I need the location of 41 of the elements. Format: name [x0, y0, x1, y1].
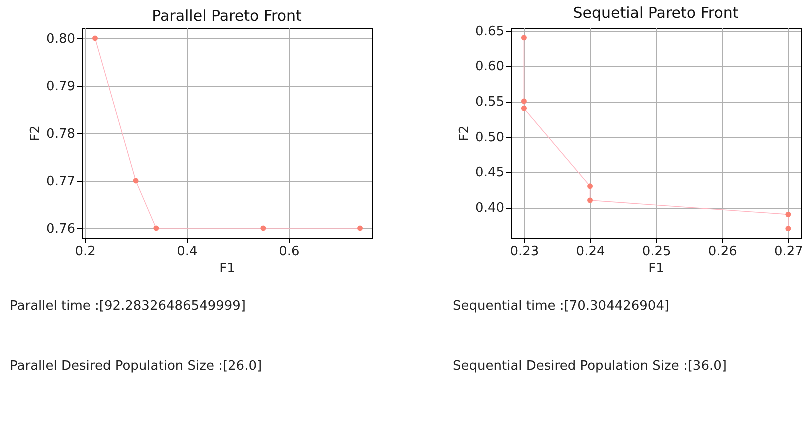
text: Sequential Desired Population Size :[36.0]	[453, 359, 727, 374]
x-tick-label: 0.24	[576, 244, 606, 260]
point	[786, 226, 792, 232]
y-tick-label: 0.55	[476, 95, 504, 110]
text: Parallel Desired Population Size :[26.0]	[10, 359, 262, 374]
x-tick-label: 0.26	[708, 244, 738, 260]
y-tick-label: 0.65	[476, 24, 504, 40]
x-tick-label: 0.23	[510, 244, 540, 260]
chart-title: Parallel Pareto Front	[152, 7, 302, 25]
y-axis-title: F2	[458, 126, 473, 142]
y-tick-label: 0.50	[476, 130, 504, 146]
x-tick-label: 0.2	[75, 244, 96, 260]
y-tick-label: 0.80	[46, 32, 76, 47]
y-tick-label: 0.60	[476, 60, 504, 75]
y-tick-label: 0.76	[46, 222, 76, 237]
point	[154, 226, 160, 232]
x-tick-label: 0.27	[774, 244, 804, 260]
chart-title: Sequetial Pareto Front	[573, 4, 739, 22]
x-tick-label: 0.6	[279, 244, 300, 260]
y-tick-label: 0.45	[476, 166, 504, 181]
point	[521, 98, 527, 104]
x-axis-title: F1	[220, 262, 236, 276]
point	[521, 106, 527, 112]
y-axis-title: F2	[28, 126, 44, 142]
x-tick-label: 0.4	[177, 244, 198, 260]
y-tick-label: 0.78	[46, 126, 76, 142]
point	[92, 36, 98, 42]
point	[133, 178, 139, 184]
text: Sequential time :[70.304426904]	[453, 299, 670, 314]
y-tick-label: 0.79	[46, 79, 76, 94]
y-tick-label: 0.40	[476, 201, 504, 216]
point	[260, 226, 266, 232]
x-tick-label: 0.25	[642, 244, 672, 260]
point	[358, 226, 364, 232]
point	[588, 198, 594, 204]
point	[786, 212, 792, 218]
point	[521, 35, 527, 41]
y-tick-label: 0.77	[46, 174, 76, 190]
x-axis-title: F1	[648, 262, 664, 276]
point	[588, 184, 594, 190]
text: Parallel time :[92.28326486549999]	[10, 299, 246, 314]
